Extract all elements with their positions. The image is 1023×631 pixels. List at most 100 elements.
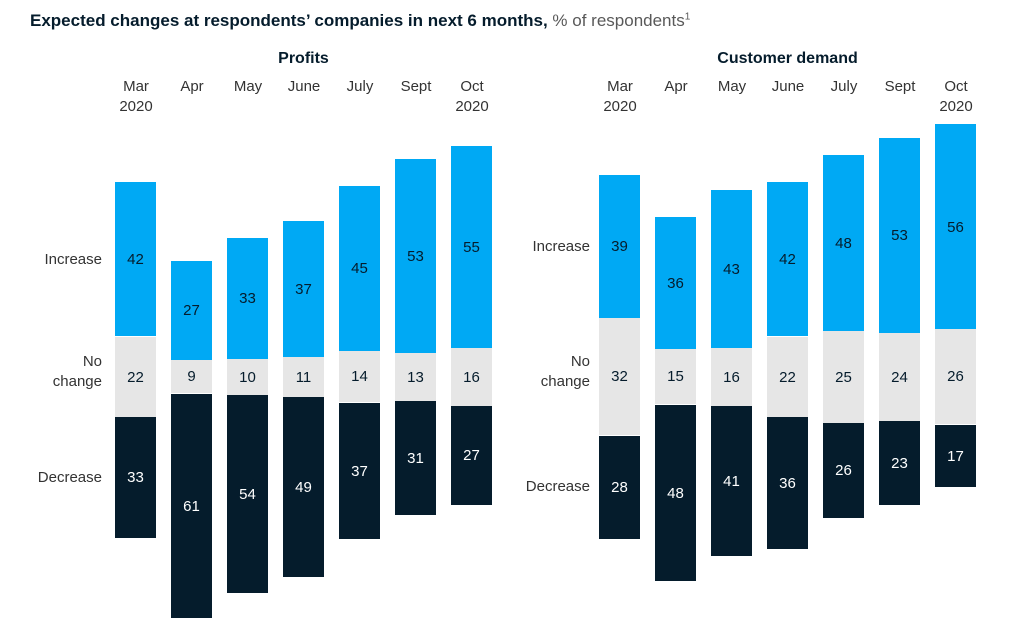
month-label: Sept (884, 78, 916, 95)
month-label: Oct 2020 (939, 78, 973, 115)
bar-segment-decrease: 36 (767, 417, 808, 549)
bar-segment-increase: 39 (599, 175, 640, 318)
bar-segment-increase: 43 (711, 190, 752, 348)
chart-title-profits: Profits (278, 50, 329, 67)
bar-segment-no-change: 13 (395, 353, 436, 401)
month-label: Apr (664, 78, 688, 95)
bar-value-label: 61 (183, 497, 200, 515)
bar-segment-no-change: 10 (227, 359, 268, 396)
bar-value-label: 54 (239, 485, 256, 503)
month-label: Oct 2020 (455, 78, 489, 115)
chart-title-customer-demand: Customer demand (717, 50, 858, 67)
bar-value-label: 43 (723, 260, 740, 278)
bar-segment-no-change: 16 (711, 348, 752, 407)
bar-segment-decrease: 23 (879, 421, 920, 505)
bar-segment-decrease: 26 (823, 423, 864, 518)
bar-value-label: 15 (667, 368, 684, 385)
row-label-no-change: No change (540, 353, 590, 390)
bar-segment-decrease: 31 (395, 401, 436, 515)
bar-value-label: 16 (463, 369, 480, 386)
bar-value-label: 22 (127, 369, 144, 386)
bar-segment-increase: 36 (655, 217, 696, 349)
bar-value-label: 33 (127, 469, 144, 486)
bar-value-label: 53 (891, 227, 908, 244)
bar-value-label: 22 (779, 369, 796, 386)
bar-value-label: 10 (239, 369, 256, 386)
bar-value-label: 24 (891, 368, 908, 386)
row-label-decrease: Decrease (37, 469, 102, 486)
page-title-unit: % of respondents (547, 11, 685, 30)
bar-segment-decrease: 28 (599, 436, 640, 539)
bar-segment-increase: 42 (115, 182, 156, 336)
bar-value-label: 26 (835, 462, 852, 479)
month-label: May (717, 78, 747, 95)
bar-value-label: 45 (351, 260, 368, 277)
bar-segment-decrease: 17 (935, 425, 976, 487)
bar-value-label: 56 (947, 218, 964, 236)
month-label: Sept (400, 78, 432, 95)
bar-value-label: 49 (295, 478, 312, 496)
bar-segment-increase: 42 (767, 182, 808, 336)
bar-segment-increase: 37 (283, 221, 324, 357)
bar-value-label: 27 (463, 447, 480, 464)
bar-segment-decrease: 49 (283, 397, 324, 577)
page-title-bold: Expected changes at respondents’ compani… (30, 11, 548, 30)
bar-value-label: 42 (779, 250, 796, 268)
bar-segment-increase: 45 (339, 186, 380, 351)
bar-segment-decrease: 33 (115, 417, 156, 538)
month-label: Mar 2020 (603, 78, 637, 115)
bar-segment-no-change: 25 (823, 331, 864, 423)
bar-segment-decrease: 54 (227, 395, 268, 593)
page-title: Expected changes at respondents’ compani… (30, 10, 690, 32)
month-label: Apr (180, 78, 204, 95)
bar-segment-increase: 33 (227, 238, 268, 359)
bar-segment-increase: 48 (823, 155, 864, 331)
month-label: June (287, 78, 321, 95)
bar-value-label: 36 (779, 474, 796, 492)
bar-value-label: 48 (835, 234, 852, 252)
bar-value-label: 25 (835, 368, 852, 386)
month-label: Mar 2020 (119, 78, 153, 115)
row-label-increase: Increase (44, 251, 102, 268)
month-label: July (830, 78, 858, 95)
bar-value-label: 11 (295, 368, 312, 386)
bar-segment-increase: 27 (171, 261, 212, 360)
bar-segment-no-change: 11 (283, 357, 324, 397)
bar-segment-no-change: 16 (451, 348, 492, 407)
bar-value-label: 28 (611, 479, 628, 496)
bar-value-label: 27 (183, 302, 200, 319)
month-label: July (346, 78, 374, 95)
bar-value-label: 37 (295, 280, 312, 298)
footnote-marker: 1 (684, 11, 691, 23)
bar-value-label: 16 (723, 369, 740, 386)
row-label-no-change: No change (52, 353, 102, 390)
bar-value-label: 9 (187, 368, 196, 385)
row-label-decrease: Decrease (525, 478, 590, 495)
month-label: June (771, 78, 805, 95)
bar-value-label: 36 (667, 274, 684, 292)
bar-value-label: 13 (407, 368, 424, 386)
bar-segment-increase: 56 (935, 124, 976, 330)
bar-segment-decrease: 48 (655, 405, 696, 581)
bar-segment-decrease: 27 (451, 406, 492, 505)
bar-value-label: 53 (407, 248, 424, 265)
bar-segment-no-change: 32 (599, 318, 640, 435)
bar-value-label: 39 (611, 238, 628, 255)
bar-segment-no-change: 24 (879, 333, 920, 421)
bar-value-label: 33 (239, 290, 256, 307)
bar-segment-no-change: 22 (767, 337, 808, 418)
bar-value-label: 32 (611, 368, 628, 385)
bar-segment-decrease: 61 (171, 394, 212, 618)
bar-value-label: 23 (891, 454, 908, 472)
bar-value-label: 26 (947, 368, 964, 385)
bar-segment-increase: 53 (879, 138, 920, 333)
bar-value-label: 55 (463, 238, 480, 256)
bar-value-label: 48 (667, 484, 684, 502)
bar-value-label: 17 (947, 447, 964, 465)
bar-segment-increase: 53 (395, 159, 436, 354)
bar-segment-decrease: 37 (339, 403, 380, 539)
bar-segment-increase: 55 (451, 146, 492, 348)
bar-segment-no-change: 26 (935, 329, 976, 424)
bar-segment-no-change: 15 (655, 349, 696, 404)
